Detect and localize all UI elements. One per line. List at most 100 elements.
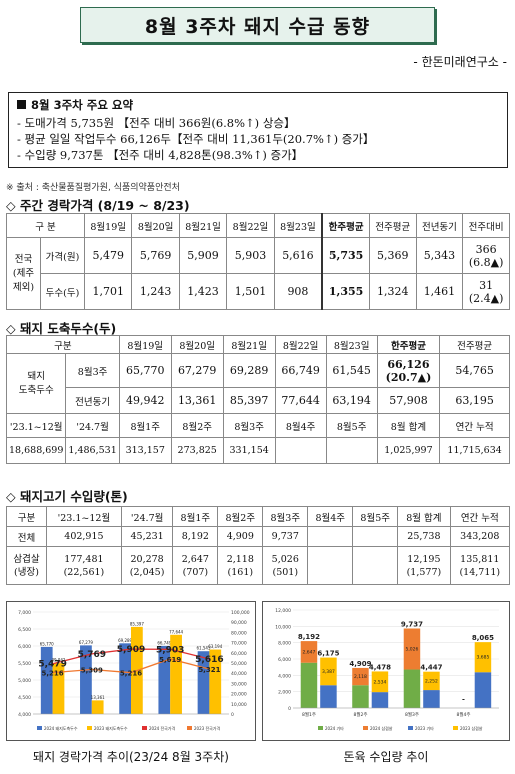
section-heading-price: ◇ 주간 경락가격 (8/19 ~ 8/23) — [6, 198, 190, 213]
bar — [119, 643, 131, 714]
bar — [80, 645, 92, 714]
column-header: '23.1~12월 — [5, 413, 67, 438]
table-cell: 5,735 — [321, 237, 370, 274]
column-header: 8월19일 — [83, 213, 133, 238]
left-tick-label: 5,000 — [18, 678, 31, 684]
line-data-label: 5,321 — [198, 666, 220, 674]
table-cell: 1,025,997 — [376, 437, 441, 464]
table-cell: 54,765 — [439, 353, 510, 388]
cell-value: 2,647 — [181, 553, 209, 565]
segment-data-label: 3,387 — [322, 669, 335, 675]
column-header: 8월22일 — [274, 335, 327, 354]
table-cell: 31 (2.4▲) — [462, 273, 510, 310]
stacked-bar-segment — [352, 685, 369, 708]
cell-subvalue: (501) — [272, 566, 299, 578]
line-data-label: 5,903 — [156, 645, 184, 655]
left-tick-label: 6,000 — [18, 644, 31, 650]
table-cell: 5,616 — [273, 237, 323, 274]
row-label: 8월3주 — [65, 353, 120, 388]
table-cell: 1,461 — [415, 273, 464, 310]
legend-label: 2023 돼지도축두수 — [94, 725, 128, 731]
row-label-sub: (냉장) — [14, 566, 39, 578]
legend-swatch — [363, 726, 368, 730]
table-cell — [307, 526, 354, 547]
stacked-bar-segment — [320, 657, 337, 686]
column-header: 8월23일 — [273, 213, 323, 238]
diff-percent: (6.8▲) — [468, 255, 504, 269]
cell-value: 135,811 — [460, 553, 500, 565]
legend-swatch — [408, 726, 413, 730]
stacked-bar-segment — [423, 690, 440, 708]
stacked-bar-segment — [423, 671, 440, 691]
table-cell: 5,903 — [226, 237, 275, 274]
bar-data-label: 61,545 — [197, 646, 211, 651]
legend-swatch — [37, 726, 42, 730]
row-label-main: 삼겹살 — [13, 553, 40, 565]
bar-data-label: 13,361 — [91, 695, 105, 700]
table-cell: 85,397 — [222, 387, 276, 414]
source-note: ※ 출처 : 축산물품질평가원, 식품의약품안전처 — [6, 183, 180, 193]
import-table: 구분 '23.1~12월 '24.7월 8월1주 8월2주 8월3주 8월4주 … — [6, 506, 511, 585]
table-cell: 11,715,634 — [439, 437, 510, 464]
table-cell: 8,192 — [172, 526, 219, 547]
table-cell: 13,361 — [170, 387, 224, 414]
x-tick-label: 8월1주 — [302, 711, 316, 718]
column-header: 한주평균 — [321, 213, 370, 238]
y-tick-label: 10,000 — [275, 624, 291, 630]
table-cell: 49,942 — [118, 387, 172, 414]
y-tick-label: 8,000 — [278, 641, 291, 647]
column-header: 8월21일 — [222, 335, 276, 354]
column-header: 8월2주 — [170, 413, 224, 438]
table-cell: 343,208 — [449, 526, 511, 547]
bar-data-label: 67,279 — [79, 640, 93, 645]
y-tick-label: 12,000 — [275, 608, 291, 614]
right-tick-label: 30,000 — [231, 681, 247, 687]
segment-data-label: 2,118 — [354, 674, 367, 680]
summary-box: 8월 3주차 주요 요약 - 도매가격 5,735원 【전주 대비 366원(6… — [8, 92, 508, 168]
table-cell: 69,289 — [222, 353, 276, 388]
bar — [91, 700, 104, 714]
total-data-label: - — [462, 695, 465, 703]
table-cell: 57,908 — [376, 387, 441, 414]
legend-label: 2024 삼겹살 — [370, 725, 393, 731]
left-tick-label: 4,500 — [18, 695, 31, 701]
column-header: '24.7월 — [65, 413, 120, 438]
stacked-bar-segment — [371, 692, 389, 708]
column-header: 구분 — [6, 506, 47, 527]
column-header: 8월20일 — [131, 213, 180, 238]
stacked-bar-segment — [320, 685, 337, 708]
table-cell: 25,738 — [397, 526, 451, 547]
column-header: 8월3주 — [262, 506, 309, 527]
bar-data-label: 77,644 — [169, 629, 183, 634]
column-header: 전주평균 — [368, 213, 417, 238]
row-label: 전체 — [6, 526, 47, 547]
bar-data-label: 85,397 — [130, 621, 144, 626]
bar-data-label: 69,289 — [118, 638, 132, 643]
summary-line: - 수입량 9,737톤 【전주 대비 4,828톤(98.3%↑) 증가】 — [17, 148, 304, 162]
stacked-bar-segment — [371, 671, 389, 693]
total-data-label: 4,909 — [349, 660, 371, 668]
table-cell — [307, 546, 354, 585]
diff-percent: (2.4▲) — [468, 291, 504, 305]
table-cell — [352, 546, 399, 585]
cell-subvalue: (14,711) — [459, 566, 501, 578]
column-header: 전주대비 — [462, 213, 510, 238]
x-tick-label: 8월3주 — [405, 711, 419, 718]
table-cell: 77,644 — [274, 387, 327, 414]
series-line — [52, 648, 210, 665]
segment-data-label: 3,685 — [476, 655, 489, 661]
line-data-label: 5,309 — [81, 666, 103, 674]
cell-subvalue: (2,045) — [129, 566, 165, 578]
table-cell: 4,909 — [217, 526, 264, 547]
bar-data-label: 66,749 — [157, 640, 171, 645]
square-bullet-icon — [17, 100, 26, 109]
y-tick-label: 0 — [288, 706, 291, 712]
total-data-label: 4,447 — [420, 664, 442, 672]
diff-value: 31 — [479, 278, 494, 292]
cell-subvalue: (22,561) — [63, 566, 105, 578]
slaughter-table: 구분 8월19일 8월20일 8월21일 8월22일 8월23일 한주평균 전주… — [5, 335, 510, 464]
x-tick-label: 8월4주 — [456, 711, 470, 718]
legend-label: 2023 삼겹살 — [460, 725, 483, 731]
table-cell: 65,770 — [118, 353, 172, 388]
legend-swatch — [87, 726, 92, 730]
